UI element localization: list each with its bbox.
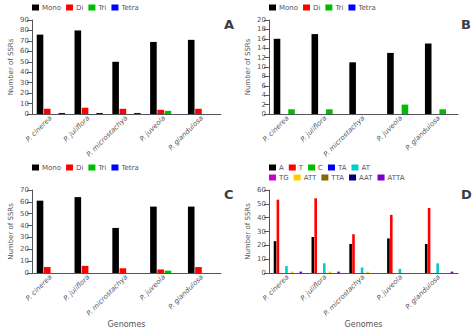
svg-text:TTA: TTA	[330, 174, 344, 182]
svg-text:C: C	[318, 164, 323, 172]
svg-text:AT: AT	[361, 164, 370, 172]
svg-text:Mono: Mono	[42, 164, 61, 172]
svg-text:P. glandulosa: P. glandulosa	[404, 114, 442, 152]
svg-text:D: D	[461, 187, 472, 202]
svg-text:P. glandulosa: P. glandulosa	[167, 273, 205, 311]
svg-text:Number of SSRs: Number of SSRs	[7, 38, 15, 95]
svg-text:Mono: Mono	[279, 4, 298, 12]
svg-text:8: 8	[262, 72, 266, 80]
svg-text:Tri: Tri	[97, 4, 106, 12]
svg-text:Di: Di	[76, 164, 83, 172]
svg-text:AAT: AAT	[359, 174, 373, 182]
svg-text:T: T	[298, 164, 304, 172]
svg-text:0: 0	[25, 269, 29, 277]
svg-text:Tri: Tri	[97, 164, 106, 172]
svg-text:80: 80	[20, 26, 29, 34]
svg-text:6: 6	[262, 82, 267, 90]
svg-text:70: 70	[20, 186, 29, 194]
svg-text:B: B	[461, 17, 471, 32]
svg-text:P. cinerea: P. cinerea	[261, 273, 290, 302]
svg-text:P. juliflora: P. juliflora	[62, 273, 92, 303]
svg-text:20: 20	[257, 16, 266, 24]
svg-text:Tetra: Tetra	[120, 164, 138, 172]
svg-text:20: 20	[20, 245, 29, 253]
svg-text:10: 10	[257, 255, 266, 263]
svg-text:P. glandulosa: P. glandulosa	[404, 273, 442, 311]
svg-text:P. juveola: P. juveola	[375, 114, 404, 143]
svg-text:Number of SSRs: Number of SSRs	[244, 203, 252, 260]
svg-text:50: 50	[20, 58, 29, 66]
svg-text:P. microstachya: P. microstachya	[322, 114, 366, 158]
svg-text:Tetra: Tetra	[357, 4, 375, 12]
svg-text:30: 30	[20, 79, 29, 87]
svg-text:TG: TG	[278, 174, 289, 182]
svg-text:4: 4	[262, 91, 267, 99]
svg-text:C: C	[224, 187, 234, 202]
svg-text:Tetra: Tetra	[120, 4, 138, 12]
svg-text:ATT: ATT	[304, 174, 317, 182]
svg-text:50: 50	[20, 210, 29, 218]
svg-text:Number of SSRs: Number of SSRs	[7, 203, 15, 260]
svg-text:Mono: Mono	[42, 4, 61, 12]
svg-text:10: 10	[20, 257, 29, 265]
svg-text:30: 30	[257, 228, 266, 236]
svg-text:40: 40	[257, 214, 266, 222]
svg-text:60: 60	[257, 186, 266, 194]
svg-text:2: 2	[262, 101, 266, 109]
svg-text:30: 30	[20, 233, 29, 241]
svg-text:Genomes: Genomes	[108, 320, 146, 329]
svg-text:P. juliflora: P. juliflora	[62, 114, 92, 144]
svg-text:40: 40	[20, 68, 29, 76]
svg-text:10: 10	[257, 63, 266, 71]
svg-text:12: 12	[257, 54, 266, 62]
svg-text:40: 40	[20, 222, 29, 230]
svg-text:50: 50	[257, 200, 266, 208]
svg-text:P. cinerea: P. cinerea	[261, 114, 290, 143]
svg-text:P. microstachya: P. microstachya	[322, 273, 366, 317]
svg-text:P. juveola: P. juveola	[138, 273, 167, 302]
svg-text:Tri: Tri	[334, 4, 343, 12]
svg-text:P. cinerea: P. cinerea	[24, 273, 53, 302]
svg-text:A: A	[224, 17, 234, 32]
svg-text:P. microstachya: P. microstachya	[85, 114, 129, 158]
svg-text:A: A	[279, 164, 284, 172]
svg-text:TA: TA	[337, 164, 347, 172]
svg-text:Genomes: Genomes	[345, 320, 383, 329]
svg-text:Di: Di	[313, 4, 320, 12]
svg-text:P. microstachya: P. microstachya	[85, 273, 129, 317]
svg-text:18: 18	[257, 25, 266, 33]
svg-text:0: 0	[262, 110, 266, 118]
svg-text:P. cinerea: P. cinerea	[24, 114, 53, 143]
svg-text:P. juliflora: P. juliflora	[299, 273, 329, 303]
svg-text:60: 60	[20, 47, 29, 55]
svg-text:14: 14	[257, 44, 266, 52]
svg-text:70: 70	[20, 37, 29, 45]
svg-text:P. juveola: P. juveola	[375, 273, 404, 302]
svg-text:16: 16	[257, 35, 266, 43]
svg-text:P. juveola: P. juveola	[138, 114, 167, 143]
svg-text:0: 0	[262, 269, 266, 277]
svg-text:P. glandulosa: P. glandulosa	[167, 114, 205, 152]
svg-text:10: 10	[20, 100, 29, 108]
svg-text:Di: Di	[76, 4, 83, 12]
svg-text:90: 90	[20, 16, 29, 24]
svg-text:Number of SSRs: Number of SSRs	[244, 38, 252, 95]
svg-text:20: 20	[257, 241, 266, 249]
svg-text:P. juliflora: P. juliflora	[299, 114, 329, 144]
svg-text:ATTA: ATTA	[388, 174, 405, 182]
svg-text:20: 20	[20, 89, 29, 97]
svg-text:60: 60	[20, 198, 29, 206]
svg-text:0: 0	[25, 110, 29, 118]
